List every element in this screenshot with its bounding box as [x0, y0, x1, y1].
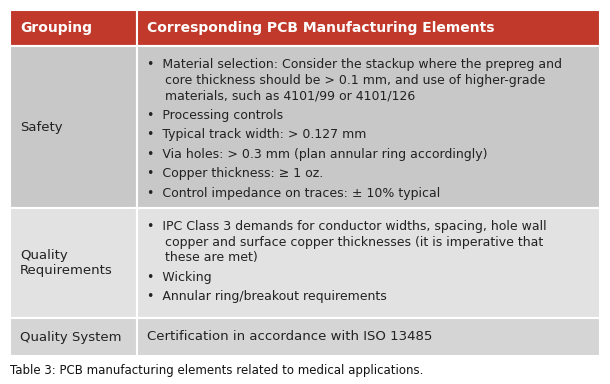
Text: •  Material selection: Consider the stackup where the prepreg and: • Material selection: Consider the stack… — [147, 58, 562, 71]
Text: copper and surface copper thicknesses (it is imperative that: copper and surface copper thicknesses (i… — [165, 236, 543, 249]
Text: •  Wicking: • Wicking — [147, 271, 212, 284]
Text: Quality
Requirements: Quality Requirements — [20, 249, 113, 277]
Text: Corresponding PCB Manufacturing Elements: Corresponding PCB Manufacturing Elements — [147, 21, 494, 35]
Bar — [10, 208, 137, 318]
Text: materials, such as 4101/99 or 4101/126: materials, such as 4101/99 or 4101/126 — [165, 89, 415, 102]
Bar — [137, 46, 600, 208]
Bar — [137, 208, 600, 318]
Bar — [137, 10, 600, 46]
Text: •  IPC Class 3 demands for conductor widths, spacing, hole wall: • IPC Class 3 demands for conductor widt… — [147, 220, 547, 233]
Text: Safety: Safety — [20, 121, 63, 134]
Text: these are met): these are met) — [165, 251, 257, 264]
Text: core thickness should be > 0.1 mm, and use of higher-grade: core thickness should be > 0.1 mm, and u… — [165, 74, 545, 87]
Bar — [10, 46, 137, 208]
Text: •  Typical track width: > 0.127 mm: • Typical track width: > 0.127 mm — [147, 128, 366, 141]
Text: Certification in accordance with ISO 13485: Certification in accordance with ISO 134… — [147, 331, 432, 344]
Bar — [10, 318, 137, 356]
Text: Table 3: PCB manufacturing elements related to medical applications.: Table 3: PCB manufacturing elements rela… — [10, 364, 423, 377]
Text: •  Annular ring/breakout requirements: • Annular ring/breakout requirements — [147, 290, 387, 303]
Text: Grouping: Grouping — [20, 21, 92, 35]
Bar — [137, 318, 600, 356]
Text: Quality System: Quality System — [20, 331, 121, 344]
Bar — [10, 10, 137, 46]
Text: •  Processing controls: • Processing controls — [147, 109, 283, 122]
Text: •  Copper thickness: ≥ 1 oz.: • Copper thickness: ≥ 1 oz. — [147, 167, 323, 180]
Text: •  Control impedance on traces: ± 10% typical: • Control impedance on traces: ± 10% typ… — [147, 187, 440, 200]
Text: •  Via holes: > 0.3 mm (plan annular ring accordingly): • Via holes: > 0.3 mm (plan annular ring… — [147, 148, 487, 161]
